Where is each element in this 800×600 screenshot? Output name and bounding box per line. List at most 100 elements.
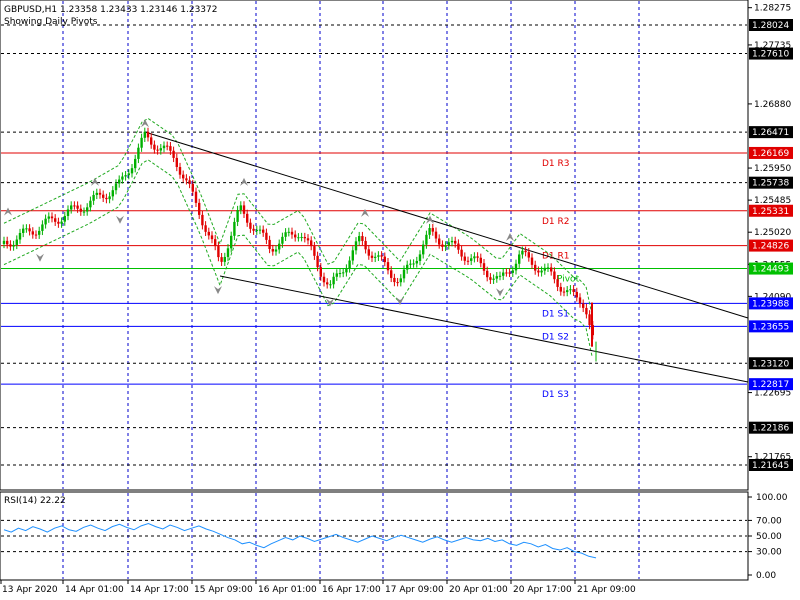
- candle-body: [466, 260, 470, 262]
- candle-body: [300, 236, 303, 238]
- candle-body: [444, 245, 447, 247]
- candle-body: [153, 144, 156, 150]
- candle-body: [34, 234, 38, 236]
- candle-body: [134, 158, 137, 169]
- chart-subtitle: Showing Daily Pivots: [4, 17, 98, 27]
- candle-body: [454, 240, 457, 244]
- pivot-label-s2: D1 S2: [542, 332, 569, 342]
- candle-body: [22, 228, 25, 233]
- candle-body: [188, 180, 191, 185]
- pivot-label-s3: D1 S3: [542, 390, 569, 400]
- candle-body: [329, 284, 332, 286]
- candle-body: [578, 297, 582, 304]
- candle-body: [434, 231, 438, 239]
- candle-body: [44, 218, 47, 225]
- candle-body: [92, 194, 95, 201]
- candle-body: [143, 131, 146, 138]
- candle-body: [268, 239, 271, 250]
- candle-body: [508, 272, 511, 274]
- y-tick-label: 1.28275: [754, 4, 791, 14]
- price-label-box: [749, 204, 793, 217]
- candle-body: [489, 277, 492, 280]
- candle-body: [463, 256, 466, 261]
- candle-body: [50, 216, 54, 219]
- x-tick-label: 16 Apr 17:00: [322, 585, 381, 595]
- candle-body: [230, 235, 233, 249]
- fractal-up-marker: [361, 208, 369, 217]
- candle-body: [220, 257, 223, 262]
- candle-body: [386, 262, 390, 271]
- candle-body: [271, 249, 274, 252]
- candle-body: [559, 286, 562, 292]
- candle-body: [370, 255, 374, 258]
- candle-body: [524, 250, 527, 253]
- candle-body: [428, 228, 431, 235]
- candle-body: [406, 264, 409, 270]
- y-tick-label: 1.21765: [754, 453, 791, 463]
- pivot-label-r2: D1 R2: [542, 217, 570, 227]
- candle-body: [322, 276, 326, 283]
- price-label: 1.23120: [752, 359, 789, 369]
- candle-body: [255, 229, 258, 231]
- candle-body: [60, 221, 63, 224]
- candle-body: [367, 249, 370, 256]
- candle-body: [473, 256, 476, 259]
- candle-body: [25, 228, 28, 230]
- candle-body: [146, 131, 150, 138]
- price-label: 1.27610: [752, 50, 789, 60]
- candle-body: [514, 263, 518, 271]
- envelope-bands: [3, 117, 593, 357]
- candle-body: [194, 191, 198, 203]
- fractal-up-marker: [426, 215, 434, 224]
- candle-body: [114, 183, 118, 191]
- candle-body: [358, 236, 361, 242]
- candle-body: [111, 190, 114, 197]
- candle-body: [348, 260, 351, 269]
- candle-body: [54, 218, 57, 222]
- pivot-label-p: Pivot: [557, 275, 580, 285]
- rsi-tick-label: 50.00: [756, 532, 782, 542]
- candle-body: [207, 231, 210, 236]
- x-tick-label: 20 Apr 17:00: [513, 585, 572, 595]
- price-label-box: [749, 357, 793, 370]
- pivot-lines: D1 R3 D1 R2 D1 R1 Pivot D1 S1 D1 S2 D1 S3: [1, 152, 747, 400]
- candle-body: [86, 207, 89, 212]
- y-tick-label: 1.27735: [754, 41, 791, 51]
- candle-body: [399, 278, 402, 283]
- candle-body: [566, 290, 569, 293]
- candle-body: [274, 249, 278, 252]
- candle-body: [383, 256, 386, 263]
- candle-body: [178, 167, 182, 175]
- fractal-down-marker: [326, 298, 334, 307]
- candle-body: [175, 157, 178, 168]
- candle-body: [319, 267, 322, 277]
- candle-body: [150, 137, 153, 145]
- price-label-box: [749, 19, 793, 31]
- candle-body: [412, 263, 415, 265]
- candles: [2, 127, 597, 362]
- y-tick-label: 1.25950: [754, 164, 791, 174]
- y-tick-label: 1.25485: [754, 196, 791, 206]
- candle-body: [556, 279, 559, 287]
- candle-body: [562, 291, 566, 293]
- candle-body: [582, 303, 585, 308]
- candle-body: [521, 250, 524, 255]
- candle-body: [310, 240, 313, 247]
- fractal-down-marker: [496, 288, 504, 297]
- candle-body: [335, 273, 338, 277]
- rsi-tick-label: 30.00: [756, 548, 782, 558]
- candle-body: [262, 229, 265, 233]
- pivot-label-r3: D1 R3: [542, 159, 570, 169]
- symbol-header: GBPUSD,H1 1.23358 1.23433 1.23146 1.2337…: [4, 5, 217, 15]
- price-label-box: [749, 320, 793, 333]
- fractal-up-marker: [91, 177, 99, 186]
- candle-body: [550, 267, 553, 272]
- candle-body: [63, 215, 66, 222]
- candle-body: [18, 232, 22, 240]
- candle-body: [303, 236, 306, 239]
- price-label: 1.23988: [752, 299, 789, 309]
- candle-body: [450, 240, 454, 243]
- price-label-box: [749, 262, 793, 275]
- price-label: 1.28024: [752, 21, 789, 31]
